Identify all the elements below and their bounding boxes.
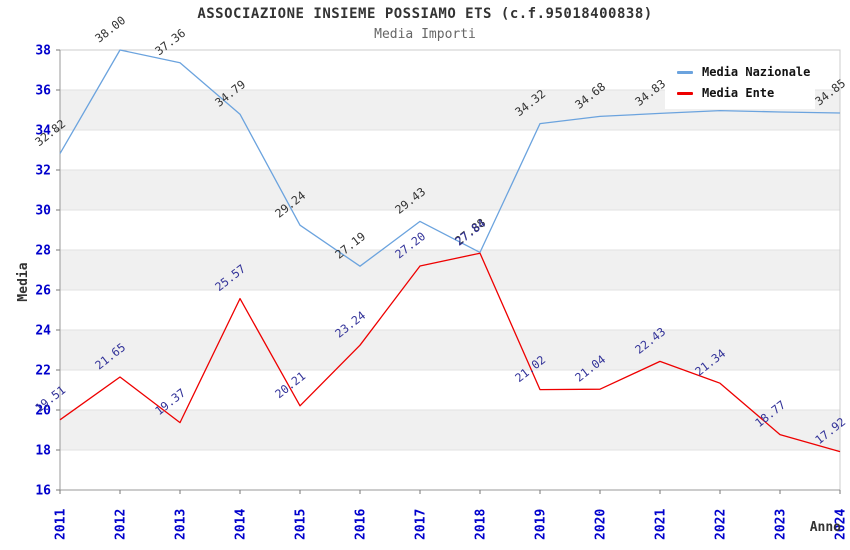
point-label: 27.84 (452, 216, 488, 248)
y-axis-tick-label: 30 (35, 204, 51, 219)
x-axis-tick-label: 2015 (294, 509, 309, 540)
plot-band (60, 250, 840, 290)
x-axis-tick-label: 2020 (594, 509, 609, 540)
legend: Media Nazionale Media Ente (665, 56, 815, 109)
y-axis-tick-label: 20 (35, 404, 51, 419)
x-axis-tick-label: 2019 (534, 509, 549, 540)
chart-subtitle: Media Importi (374, 27, 476, 42)
x-axis-tick-label: 2014 (234, 509, 249, 540)
x-axis-tick-label: 2016 (354, 509, 369, 540)
x-axis-tick-label: 2013 (174, 509, 189, 540)
media-nazionale-line-swatch-icon (677, 70, 693, 74)
y-axis-tick-label: 24 (35, 324, 51, 339)
x-axis-tick-label: 2018 (474, 509, 489, 540)
legend-label-media-nazionale: Media Nazionale (702, 65, 811, 79)
y-axis-tick-label: 36 (35, 84, 51, 99)
media-ente-line-swatch-icon (677, 91, 693, 95)
point-label: 37.36 (152, 26, 188, 58)
legend-label-media-ente: Media Ente (702, 86, 775, 100)
x-axis-title: Anno (810, 520, 841, 535)
x-axis-tick-label: 2021 (654, 509, 669, 540)
x-axis-tick-label: 2017 (414, 509, 429, 540)
y-axis-tick-label: 16 (35, 484, 51, 499)
x-axis-tick-label: 2023 (774, 509, 789, 540)
series-line-media-ente (59, 252, 841, 453)
point-label: 38.00 (92, 13, 128, 45)
chart-title: ASSOCIAZIONE INSIEME POSSIAMO ETS (c.f.9… (197, 6, 653, 22)
y-axis-tick-label: 18 (35, 444, 51, 459)
y-axis-tick-label: 26 (35, 284, 51, 299)
y-axis-tick-label: 28 (35, 244, 51, 259)
y-axis-tick-label: 22 (35, 364, 51, 379)
y-axis-tick-label: 32 (35, 164, 51, 179)
point-label: 20.21 (272, 369, 308, 401)
y-axis-tick-label: 34 (35, 124, 51, 139)
plot-band (60, 410, 840, 450)
x-axis-tick-label: 2024 (834, 509, 849, 540)
x-axis-tick-label: 2022 (714, 509, 729, 540)
x-axis-tick-label: 2011 (54, 509, 69, 540)
x-axis-tick-label: 2012 (114, 509, 129, 540)
plot-band (60, 330, 840, 370)
legend-item-media-nazionale: Media Nazionale (677, 65, 815, 79)
y-axis-tick-label: 38 (35, 44, 51, 59)
point-label: 32.82 (32, 117, 68, 149)
y-axis-title: Media (16, 262, 31, 301)
plot-band (60, 170, 840, 210)
legend-item-media-ente: Media Ente (677, 86, 815, 100)
series-line-media-nazionale (59, 49, 841, 267)
